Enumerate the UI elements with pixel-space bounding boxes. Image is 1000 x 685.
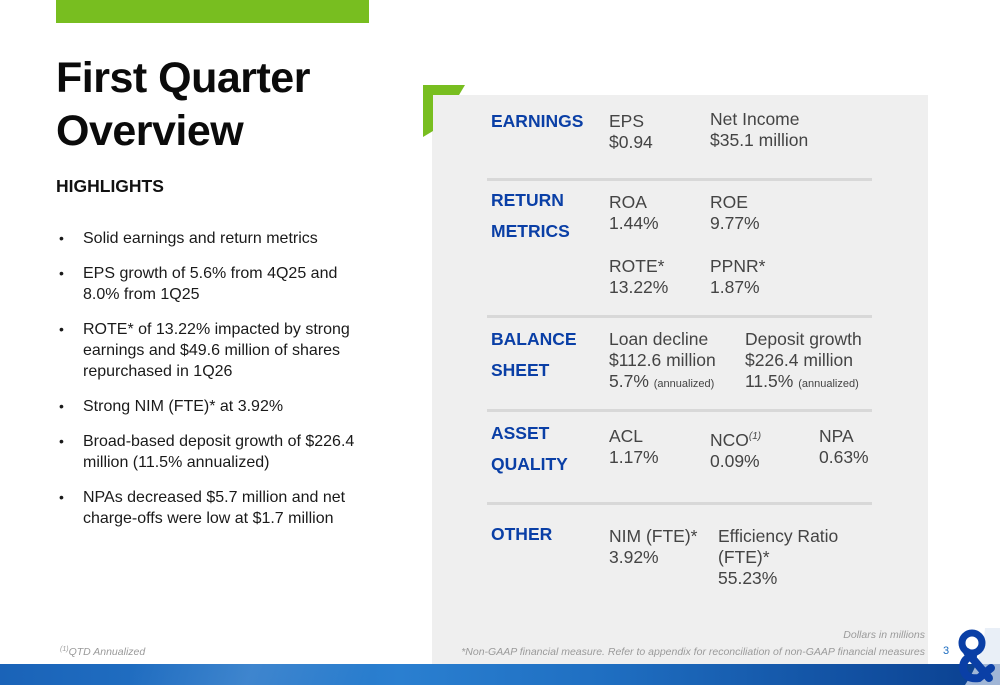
highlight-item: • ROTE* of 13.22% impacted by strong earn… — [59, 321, 350, 380]
dollars-note: Dollars in millions — [843, 629, 925, 641]
loan-decline-metric: Loan decline $112.6 million 5.7% (annual… — [609, 329, 716, 391]
footnote: (1)QTD Annualized — [60, 646, 146, 658]
eps-metric: EPS $0.94 — [609, 111, 653, 152]
bullet-icon: • — [59, 433, 64, 449]
highlight-item: • Strong NIM (FTE)* at 3.92% — [59, 398, 284, 415]
divider — [487, 502, 872, 505]
acl-metric: ACL 1.17% — [609, 426, 659, 467]
return-metrics-label: RETURN METRICS — [491, 190, 570, 241]
earnings-label: EARNINGS — [491, 111, 584, 131]
npa-metric: NPA 0.63% — [819, 426, 869, 467]
metrics-panel: EARNINGS EPS $0.94 Net Income $35.1 mill… — [432, 95, 928, 664]
nco-metric: NCO(1) 0.09% — [710, 430, 762, 471]
asset-quality-label: ASSET QUALITY — [491, 423, 568, 474]
page-title: First Quarter Overview — [56, 52, 310, 158]
roe-metric: ROE 9.77% — [710, 192, 760, 233]
bullet-icon: • — [59, 489, 64, 505]
page-number: 3 — [943, 645, 950, 657]
title-line-1: First Quarter — [56, 54, 310, 102]
ampersand-logo-icon — [958, 628, 1000, 685]
divider — [487, 315, 872, 318]
bullet-icon: • — [59, 398, 64, 414]
divider — [487, 409, 872, 412]
net-income-metric: Net Income $35.1 million — [710, 109, 809, 150]
highlight-item: • Solid earnings and return metrics — [59, 230, 318, 247]
bullet-icon: • — [59, 265, 64, 281]
highlights-list: • Solid earnings and return metrics • EPS … — [56, 228, 376, 543]
accent-bar — [56, 0, 369, 23]
other-label: OTHER — [491, 524, 553, 544]
highlights-heading: HIGHLIGHTS — [56, 176, 164, 196]
deposit-growth-metric: Deposit growth $226.4 million 11.5% (ann… — [745, 329, 862, 391]
highlight-item: • NPAs decreased $5.7 million and net cha… — [59, 489, 346, 527]
nim-metric: NIM (FTE)* 3.92% — [609, 526, 698, 567]
rote-metric: ROTE* 13.22% — [609, 256, 669, 297]
title-line-2: Overview — [56, 107, 244, 155]
bullet-icon: • — [59, 230, 64, 246]
efficiency-ratio-metric: Efficiency Ratio (FTE)* 55.23% — [718, 526, 839, 588]
divider — [487, 178, 872, 181]
ppnr-metric: PPNR* 1.87% — [710, 256, 766, 297]
bullet-icon: • — [59, 321, 64, 337]
footer-band-sheen — [130, 664, 370, 685]
highlight-item: • EPS growth of 5.6% from 4Q25 and 8.0% f… — [59, 265, 338, 303]
footer-band — [0, 664, 1000, 685]
corner-accent-icon — [423, 85, 465, 137]
non-gaap-note: *Non-GAAP financial measure. Refer to ap… — [461, 646, 925, 658]
highlight-item: • Broad-based deposit growth of $226.4 mi… — [59, 433, 355, 471]
balance-sheet-label: BALANCE SHEET — [491, 329, 577, 380]
roa-metric: ROA 1.44% — [609, 192, 659, 233]
